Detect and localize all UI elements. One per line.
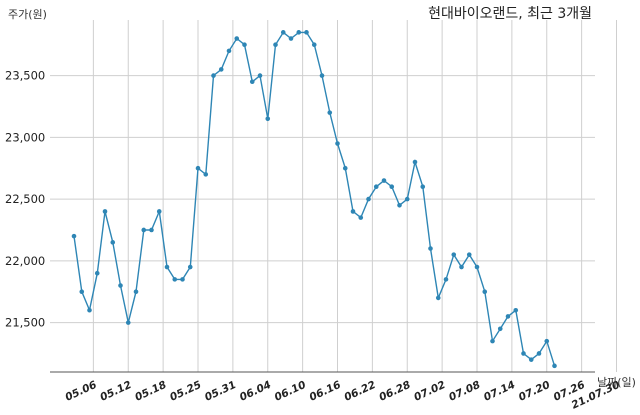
- y-tick-label: 21,500: [5, 316, 45, 330]
- data-point: [497, 326, 503, 332]
- data-point: [521, 351, 526, 356]
- data-point: [133, 289, 139, 295]
- x-tick-label: 05.25: [168, 379, 203, 404]
- x-tick-label: 07.14: [482, 379, 517, 404]
- data-point: [335, 141, 340, 146]
- data-point: [110, 240, 116, 245]
- y-axis-label: 주가(원): [8, 8, 47, 21]
- data-point: [141, 227, 147, 233]
- data-point: [459, 264, 464, 270]
- data-point: [296, 30, 302, 35]
- x-tick-label: 06.04: [238, 379, 273, 404]
- vertical-gridlines: [92, 20, 617, 372]
- data-point: [451, 252, 457, 257]
- data-point: [211, 73, 216, 78]
- data-point: [466, 252, 472, 257]
- x-axis-label: 날짜(일): [597, 375, 636, 389]
- data-point: [304, 30, 309, 35]
- data-point: [311, 42, 317, 48]
- data-point: [428, 246, 433, 251]
- x-tick-labels: 05.06 05.12 05.18 05.25 05.31 06.04 06.10 06.16…: [63, 379, 621, 412]
- data-point: [544, 338, 550, 344]
- data-point: [404, 196, 410, 202]
- data-point: [156, 209, 162, 214]
- data-point: [288, 36, 294, 41]
- data-point: [342, 165, 348, 171]
- data-point: [482, 289, 488, 295]
- data-point: [381, 178, 387, 183]
- data-point: [528, 357, 534, 362]
- data-point: [226, 48, 232, 54]
- y-tick-labels: 21,500 22,000 22,500 23,000 23,500: [5, 69, 45, 330]
- data-point: [249, 79, 255, 85]
- data-point: [242, 42, 247, 48]
- data-point: [412, 159, 418, 165]
- data-point: [319, 73, 325, 78]
- data-point: [94, 270, 100, 276]
- y-tick-label: 22,000: [5, 254, 45, 268]
- data-point: [327, 110, 333, 115]
- y-tick-label: 23,000: [5, 130, 45, 144]
- data-point: [505, 314, 511, 319]
- data-point: [273, 42, 278, 48]
- x-tick-label: 05.12: [98, 379, 133, 404]
- data-point: [257, 73, 263, 78]
- data-point: [443, 277, 449, 282]
- x-tick-label: 06.22: [342, 379, 377, 404]
- data-point: [172, 277, 178, 282]
- data-point: [474, 264, 480, 270]
- data-point: [420, 184, 426, 190]
- data-point: [366, 196, 371, 202]
- data-point: [180, 277, 185, 282]
- data-point: [187, 264, 193, 270]
- data-point: [118, 283, 123, 288]
- x-tick-label: 05.31: [203, 379, 238, 404]
- x-tick-label: 06.16: [308, 379, 343, 404]
- y-tick-label: 23,500: [5, 69, 45, 83]
- data-point: [265, 116, 271, 122]
- data-point: [87, 307, 92, 313]
- data-point: [435, 295, 441, 301]
- data-point: [195, 165, 201, 171]
- y-tick-label: 22,500: [5, 192, 45, 206]
- data-point: [234, 36, 240, 41]
- data-point: [373, 184, 379, 190]
- horizontal-gridlines: [50, 75, 595, 324]
- data-point: [358, 215, 364, 220]
- data-point: [536, 351, 542, 356]
- x-tick-label: 06.28: [377, 379, 412, 404]
- data-point: [513, 307, 519, 313]
- x-tick-label: 07.20: [517, 379, 552, 404]
- x-tick-label: 05.18: [133, 379, 168, 404]
- data-point: [350, 209, 356, 214]
- data-point: [552, 363, 557, 369]
- x-tick-label: 07.08: [447, 379, 482, 404]
- data-point: [102, 209, 108, 214]
- data-point: [218, 67, 224, 72]
- x-tick-label: 06.10: [273, 379, 308, 404]
- data-points: [71, 30, 557, 369]
- x-tick-label: 07.02: [412, 379, 447, 404]
- x-tick-label: 05.06: [63, 379, 98, 404]
- data-point: [280, 30, 286, 35]
- data-point: [389, 184, 395, 190]
- chart-title: 현대바이오랜드, 최근 3개월: [428, 6, 592, 22]
- data-point: [71, 233, 77, 239]
- data-point: [164, 264, 170, 270]
- data-point: [203, 172, 209, 177]
- data-point: [79, 289, 85, 295]
- data-point: [490, 338, 495, 344]
- data-point: [149, 227, 154, 233]
- data-point: [125, 320, 131, 325]
- data-point: [397, 202, 402, 208]
